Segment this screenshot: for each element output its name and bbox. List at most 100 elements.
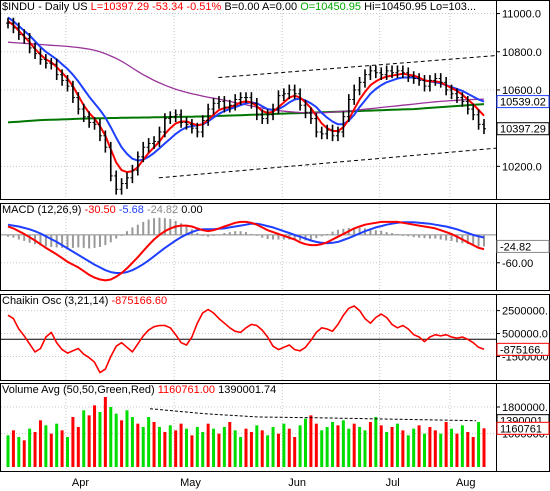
volume-bar <box>49 433 53 467</box>
header-symbol: $INDU <box>2 1 35 13</box>
macd-histogram-bar <box>201 234 204 236</box>
volume-bar <box>379 425 383 467</box>
volume-bar <box>28 428 32 467</box>
chaikin-value: -875166.60 <box>111 295 167 307</box>
macd-histogram-bar <box>39 234 42 246</box>
volume-bar <box>439 433 443 467</box>
macd-histogram-bar <box>439 234 442 240</box>
macd-histogram-bar <box>374 230 377 235</box>
volume-bar <box>120 420 124 467</box>
macd-histogram-bar <box>77 234 80 248</box>
chaikin-header: Chaikin Osc (3,21,14) -875166.60 <box>2 295 167 307</box>
volume-bar <box>401 430 405 467</box>
volume-bar <box>33 432 37 467</box>
header-change: -53.34 <box>152 1 183 13</box>
volume-bar <box>87 415 91 467</box>
price-tag-label: 10539.02 <box>500 97 546 109</box>
volume-bar <box>44 425 48 467</box>
macd-histogram-bar <box>412 234 415 238</box>
macd-histogram-bar <box>28 234 31 243</box>
volume-bar <box>266 435 270 467</box>
y-tick-label: 10600.0 <box>502 85 542 97</box>
channel-upper-line <box>218 55 497 79</box>
macd-histogram-bar <box>282 234 285 240</box>
volume-bar <box>66 437 69 467</box>
x-axis: Apr May Jun Jul Aug <box>72 477 476 489</box>
volume-bar <box>152 422 156 467</box>
macd-histogram-bar <box>185 226 188 235</box>
chaikin-title: Chaikin Osc (3,21,14) <box>2 295 108 307</box>
volume-bar <box>406 435 410 467</box>
volume-bar <box>255 425 259 467</box>
y-tick-label: 11000.0 <box>502 9 541 21</box>
macd-panel <box>1 217 496 282</box>
macd-histogram-bar <box>88 234 91 249</box>
volume-bar <box>141 427 145 467</box>
macd-histogram-bar <box>109 234 112 243</box>
macd-histogram-bar <box>158 217 161 235</box>
volume-bar <box>147 417 151 467</box>
price-header: $INDU - Daily US L=10397.29 -53.34 -0.51… <box>2 1 476 13</box>
macd-extra-value: 0.00 <box>181 204 202 216</box>
y-tick-label: 2500000. <box>502 306 548 318</box>
macd-histogram-bar <box>212 234 215 236</box>
macd-histogram-bar <box>169 219 172 235</box>
volume-bar <box>6 435 10 467</box>
header-last: L=10397.29 <box>91 1 149 13</box>
macd-histogram-bar <box>255 234 258 236</box>
volume-bar <box>341 420 345 467</box>
macd-histogram-bar <box>455 234 458 243</box>
volume-bar <box>168 425 172 467</box>
macd-histogram-bar <box>234 231 237 235</box>
volume-bar <box>136 423 140 467</box>
volume-bar <box>185 428 188 467</box>
volume-bar <box>428 427 432 467</box>
macd-histogram-bar <box>272 234 275 240</box>
price-tag-label: -875166. <box>500 344 543 356</box>
chaikin-panel <box>1 305 496 374</box>
macd-histogram-bar <box>477 234 480 247</box>
macd-histogram-bar <box>142 221 145 235</box>
macd-histogram-bar <box>98 234 101 247</box>
macd-histogram-bar <box>261 234 264 238</box>
volume-bar <box>11 430 15 467</box>
volume-bar <box>455 433 459 467</box>
volume-bar <box>179 423 183 467</box>
volume-bar <box>93 405 97 467</box>
volume-panel <box>6 397 486 467</box>
volume-bar <box>412 428 416 467</box>
x-tick-label: Jun <box>288 477 306 489</box>
macd-histogram-bar <box>358 227 361 235</box>
macd-histogram-bar <box>104 234 107 246</box>
macd-histogram-bar <box>450 234 453 241</box>
macd-histogram-bar <box>331 231 334 235</box>
macd-histogram-bar <box>126 231 128 235</box>
volume-bar <box>114 413 118 467</box>
macd-histogram-bar <box>428 234 431 239</box>
volume-value: 1160761.00 <box>158 384 215 396</box>
volume-bar <box>282 423 286 467</box>
macd-histogram-bar <box>250 233 253 235</box>
volume-bar <box>304 418 307 467</box>
price-panel <box>6 16 497 195</box>
volume-bar <box>244 428 248 467</box>
macd-histogram-value: -24.82 <box>147 204 178 216</box>
ma-green-line <box>7 103 485 124</box>
macd-histogram-bar <box>342 228 345 235</box>
macd-line <box>7 220 485 282</box>
volume-bar <box>239 437 243 467</box>
macd-histogram-bar <box>423 234 426 239</box>
volume-bar <box>320 430 324 467</box>
volume-bar <box>287 428 291 467</box>
macd-histogram-bar <box>320 234 323 237</box>
macd-signal-value: -5.68 <box>119 204 144 216</box>
macd-histogram-bar <box>445 234 448 241</box>
macd-histogram-bar <box>147 219 150 235</box>
macd-histogram-bar <box>163 218 166 235</box>
y-tick-label: 500000.0 <box>502 329 548 341</box>
volume-bar <box>201 432 205 467</box>
volume-bar <box>460 425 464 467</box>
header-high: Hi=10450.95 <box>364 1 427 13</box>
volume-bar <box>190 435 194 467</box>
